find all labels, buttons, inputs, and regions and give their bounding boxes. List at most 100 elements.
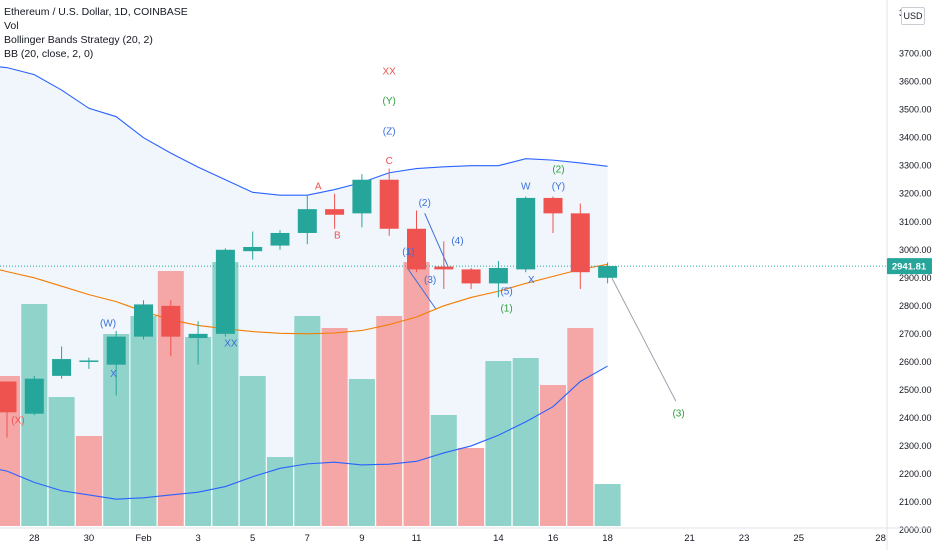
time-tick-label: 5 [250,533,255,544]
bollinger-bands [0,66,608,500]
chart-legend: Ethereum / U.S. Dollar, 1D, COINBASE Vol… [4,5,188,61]
time-axis[interactable]: 28 30 Feb 3 5 7 9 11 14 16 18 21 23 25 28 [0,527,932,544]
currency-button[interactable]: USD [901,7,925,25]
price-tick-label: 2600.00 [899,357,932,367]
price-tick-label: 3300.00 [899,161,932,171]
price-tick-label: 2400.00 [899,413,932,423]
time-tick-label: 23 [739,533,750,544]
wave-label: (2) [552,165,564,176]
candle-body [297,209,317,233]
candle-body [243,246,263,252]
candle-body [516,197,536,270]
volume-bar [294,316,321,526]
candle-body [270,232,290,246]
candle-body [79,360,99,362]
volume-bar [75,436,102,526]
price-tick-label: 2100.00 [899,497,932,507]
volume-bar [458,448,485,526]
volume-bar [348,379,375,526]
volume-bar [321,328,348,526]
wave-lines [0,213,886,402]
wave-label: (2) [419,198,431,209]
volume-bar [512,358,539,526]
candle-body [24,378,44,414]
candle-body [352,179,372,214]
candle-body [215,249,235,334]
bb-indicator-label[interactable]: BB (20, close, 2, 0) [4,48,94,60]
price-tick-label: 2500.00 [899,385,932,395]
wave-label: (Y) [552,181,565,192]
volume-bar [48,397,75,526]
time-tick-label: 7 [305,533,310,544]
wave-label: (Y) [383,96,396,107]
time-tick-label: 28 [875,533,886,544]
candle-body [598,266,618,278]
wave-label: (3) [672,408,684,419]
price-axis[interactable]: 2000.00 2100.00 2200.00 2300.00 2400.00 2500.… [886,0,932,550]
candle-body [488,267,508,284]
candle-body [325,209,345,215]
last-price-tag[interactable] [887,258,932,275]
volume-bar [403,262,430,526]
volume-bar [485,361,512,526]
wave-label: (4) [451,236,463,247]
bb-lower-band [0,365,608,500]
volume-bar [567,328,594,526]
wave-label: (W) [100,319,116,330]
price-tick-label: 2900.00 [899,273,932,283]
candle-body [543,197,563,214]
price-tick-label: 2200.00 [899,469,932,479]
price-tick-label: 2800.00 [899,301,932,311]
candle-body [134,304,153,337]
wave-line [407,269,437,309]
candle-body [407,228,426,270]
candle-body [161,305,181,337]
time-tick-label: 3 [195,533,200,544]
time-tick-label: 14 [493,533,504,544]
price-tick-label: 3200.00 [899,189,932,199]
wave-line [609,274,677,402]
candle-body [461,269,481,284]
volume-bar [130,316,157,526]
symbol-title[interactable]: Ethereum / U.S. Dollar, 1D, COINBASE [4,6,188,18]
volume-bar [185,337,212,526]
wave-label: B [334,230,341,241]
volume-indicator-label[interactable]: Vol [4,20,19,32]
price-tick-label: 3500.00 [899,105,932,115]
price-tick-label: 2700.00 [899,329,932,339]
wave-label: (1) [402,247,414,258]
price-tick-label: 3000.00 [899,245,932,255]
wave-label: A [315,181,322,192]
time-tick-label: Feb [135,533,151,544]
strategy-indicator-label[interactable]: Bollinger Bands Strategy (20, 2) [4,34,153,46]
wave-label: XX [224,338,238,349]
price-tick-label: 2000.00 [899,525,932,535]
candle-body [106,336,126,365]
candle-body [379,179,399,229]
wave-line [424,213,450,270]
volume-bar [376,316,403,526]
wave-label: X [528,275,535,286]
price-axis-background [887,0,932,550]
volume-bar [594,484,621,526]
time-tick-label: 25 [793,533,804,544]
last-price-label: 2941.81 [892,262,927,273]
wave-label: (X) [11,415,24,426]
wave-label: XX [383,66,397,77]
time-tick-label: 28 [29,533,40,544]
time-tick-label: 30 [84,533,95,544]
volume-bar [430,415,457,526]
wave-annotations: XX (Y) (Z) C A B (2) (1) (4) (3) (5) (1) W X (2) (Y) (W)… [11,66,684,426]
price-tick-label: 3100.00 [899,217,932,227]
wave-label: X [110,369,117,380]
volume-bar [540,385,566,526]
candle-body [188,333,208,339]
wave-label: (3) [424,275,436,286]
wave-label: W [521,181,531,192]
wave-label: C [386,156,393,167]
candle-body [570,213,590,273]
time-tick-label: 11 [412,533,422,544]
volume-histogram [0,262,621,526]
